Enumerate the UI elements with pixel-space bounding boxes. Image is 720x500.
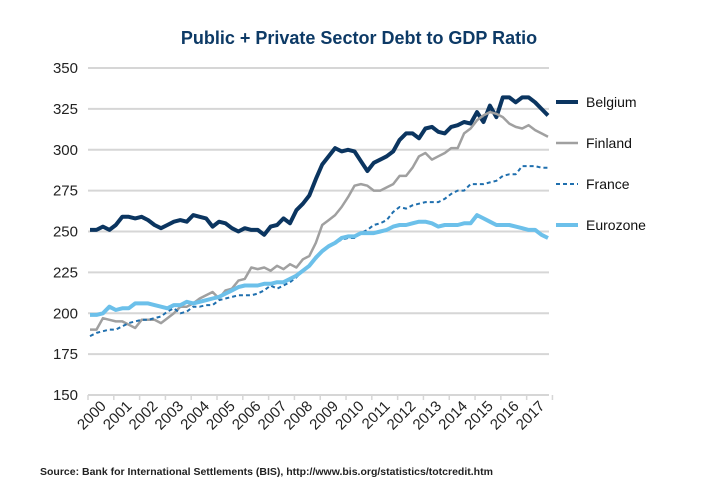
legend-label-eurozone: Eurozone: [586, 217, 646, 233]
legend: Belgium Finland France Eurozone: [556, 94, 646, 233]
series-line-belgium: [90, 95, 550, 237]
series-lines: [89, 95, 550, 337]
y-tick-label: 250: [53, 224, 78, 241]
x-axis: 2000200120022003200420052006200720082009…: [74, 395, 554, 434]
y-tick-label: 200: [53, 305, 78, 322]
y-tick-label: 325: [53, 101, 78, 118]
chart-title: Public + Private Sector Debt to GDP Rati…: [181, 28, 537, 48]
y-tick-label: 350: [53, 60, 78, 77]
y-tick-label: 300: [53, 142, 78, 159]
legend-label-france: France: [586, 176, 630, 192]
series-line-finland: [90, 110, 549, 331]
source-note: Source: Bank for International Settlemen…: [40, 466, 493, 478]
y-tick-label: 225: [53, 264, 78, 281]
legend-label-belgium: Belgium: [586, 94, 637, 110]
x-tick-label: 2011: [359, 398, 394, 433]
legend-label-finland: Finland: [586, 135, 632, 151]
x-tick-label: 2017: [513, 398, 549, 434]
series-line-eurozone: [90, 213, 549, 317]
y-tick-label: 275: [53, 183, 78, 200]
y-tick-label: 175: [53, 346, 78, 363]
y-axis-ticks: 150 175 200 225 250 275 300 325 350: [53, 60, 78, 404]
y-tick-label: 150: [53, 387, 78, 404]
